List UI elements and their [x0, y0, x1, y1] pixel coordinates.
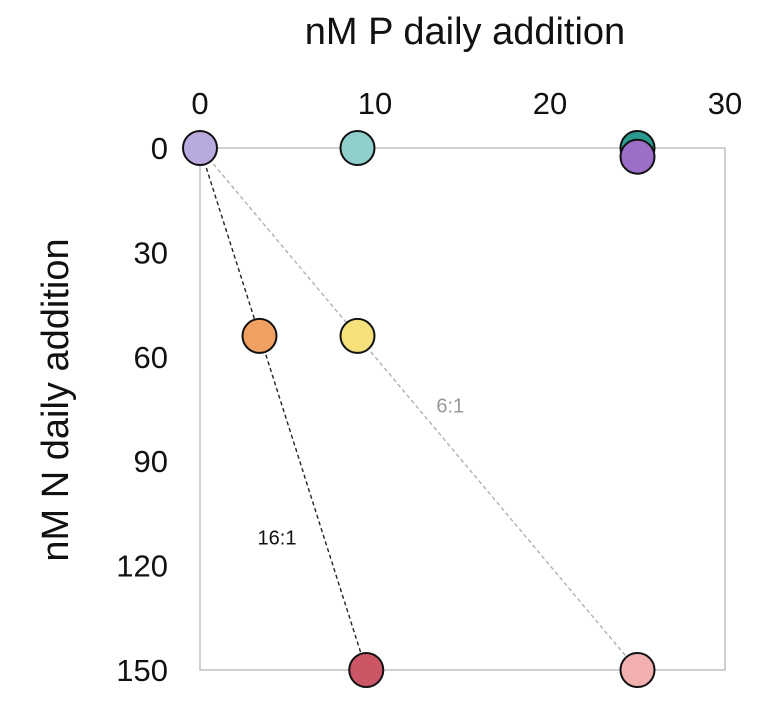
- ratio-line: [199, 147, 367, 671]
- x-tick-label: 20: [533, 86, 567, 121]
- y-tick-label: 120: [116, 549, 168, 584]
- y-tick-label: 0: [151, 131, 168, 166]
- data-point: [619, 138, 656, 175]
- y-tick-label: 60: [134, 340, 168, 375]
- y-tick-label: 90: [134, 444, 168, 479]
- reference-lines-layer: 16:1 6:1: [199, 147, 639, 671]
- plot-frame-layer: [199, 147, 726, 671]
- x-tick-label: 30: [708, 86, 742, 121]
- y-tick-label: 150: [116, 653, 168, 688]
- data-point: [348, 652, 385, 688]
- x-tick-label: 0: [191, 86, 208, 121]
- plot-frame: [199, 147, 726, 671]
- ratio-line-label: 16:1: [258, 528, 297, 550]
- x-axis-title: nM P daily addition: [305, 11, 625, 53]
- x-tick-label: 10: [358, 86, 392, 121]
- data-point: [339, 130, 376, 166]
- data-point: [619, 652, 656, 688]
- data-points-layer: [182, 130, 656, 688]
- ratio-line: [199, 147, 639, 671]
- y-tick-label: 30: [134, 235, 168, 270]
- data-point: [241, 317, 278, 354]
- ratio-line-label: 6:1: [436, 395, 464, 417]
- tick-labels-layer: 0 10 20 30 0 30 60 90 120 150: [116, 86, 742, 688]
- data-point: [182, 130, 218, 166]
- data-point: [339, 317, 376, 354]
- y-axis-title: nM N daily addition: [35, 238, 77, 561]
